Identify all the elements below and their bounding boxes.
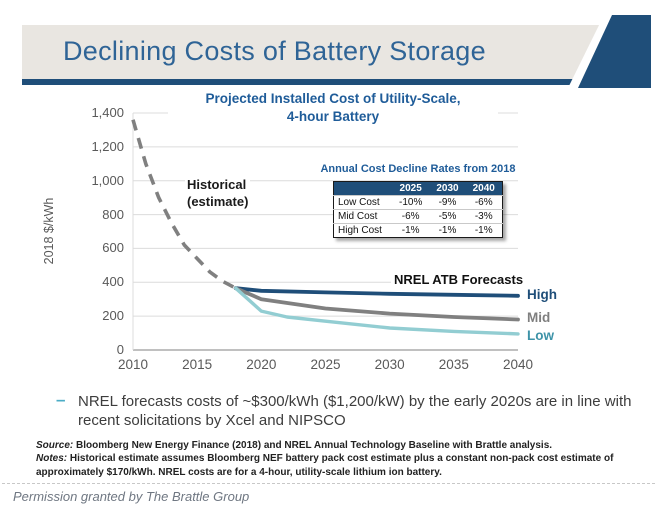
table-header-cell: [333, 181, 392, 196]
table-cell: -10%: [392, 195, 430, 210]
bullet-dash-icon: –: [56, 390, 66, 409]
table-row: Mid Cost -6% -5% -3%: [333, 209, 503, 224]
footnotes: Source: Bloomberg New Energy Finance (20…: [36, 439, 636, 479]
inset-table: 2025 2030 2040 Low Cost -10% -9% -6% Mid Cost -…: [333, 181, 503, 238]
bullet-text: NREL forecasts costs of ~$300/kWh ($1,20…: [78, 393, 632, 430]
table-cell: -3%: [465, 209, 503, 224]
table-cell: Low Cost: [333, 195, 392, 210]
series-label-mid: Mid: [527, 310, 551, 325]
y-tick-label: 1,400: [91, 105, 124, 120]
x-tick-label: 2035: [438, 357, 469, 372]
notes-note: Notes: Historical estimate assumes Bloom…: [36, 452, 636, 479]
y-tick-label: 200: [102, 308, 124, 324]
table-header-cell: 2025: [392, 181, 430, 196]
series-label-high: High: [527, 287, 557, 302]
header-underline: [22, 79, 582, 85]
x-tick-label: 2010: [117, 357, 149, 372]
x-tick-label: 2040: [502, 357, 534, 372]
inset-table-title: Annual Cost Decline Rates from 2018: [314, 163, 522, 175]
inset-table-body: Low Cost -10% -9% -6% Mid Cost -6% -5% -3% High …: [333, 195, 503, 238]
table-row: Low Cost -10% -9% -6%: [333, 195, 503, 210]
y-tick-label: 0: [116, 342, 124, 357]
series-line-historical-estimate-: [131, 119, 237, 290]
table-cell: -1%: [429, 223, 466, 238]
historical-annotation: Historical (estimate): [185, 177, 251, 211]
x-tick-label: 2030: [374, 357, 405, 372]
series-line-high: [233, 286, 520, 298]
series-line-mid: [233, 286, 520, 322]
chart-title: Projected Installed Cost of Utility-Scal…: [168, 90, 498, 127]
table-cell: Mid Cost: [333, 209, 392, 224]
x-tick-label: 2015: [182, 357, 213, 372]
table-header-row: 2025 2030 2040: [333, 181, 503, 196]
table-cell: -1%: [392, 223, 430, 238]
header-corner-parallelogram: [578, 15, 651, 88]
permission-caption: Permission granted by The Brattle Group: [13, 489, 250, 504]
chart-title-line2: 4-hour Battery: [286, 109, 380, 125]
table-cell: -6%: [392, 209, 430, 224]
series-label-low: Low: [527, 328, 554, 343]
source-text: Bloomberg New Energy Finance (2018) and …: [73, 440, 553, 451]
notes-text: Historical estimate assumes Bloomberg NE…: [36, 453, 614, 478]
table-cell: High Cost: [333, 223, 392, 238]
series-lines: [131, 119, 520, 336]
source-note: Source: Bloomberg New Energy Finance (20…: [36, 439, 636, 452]
y-tick-label: 1,200: [91, 138, 124, 154]
table-cell: -9%: [429, 195, 466, 210]
y-tick-label: 400: [102, 274, 124, 290]
forecast-annotation: NREL ATB Forecasts: [391, 272, 527, 287]
y-axis-title: 2018 $/kWh: [42, 197, 56, 265]
x-tick-label: 2025: [310, 357, 341, 372]
slide-border: [2, 2, 655, 484]
inset-table-head: 2025 2030 2040: [333, 181, 503, 196]
table-cell: -6%: [465, 195, 503, 210]
source-label: Source:: [36, 440, 74, 451]
notes-label: Notes:: [36, 453, 68, 465]
y-tick-label: 1,000: [91, 172, 124, 188]
y-tick-label: 600: [102, 240, 124, 256]
page-title: Declining Costs of Battery Storage: [63, 36, 486, 66]
table-cell: -5%: [429, 209, 466, 224]
y-tick-label: 800: [102, 206, 124, 222]
table-cell: -1%: [465, 223, 503, 238]
series-line-low: [233, 286, 520, 336]
table-row: High Cost -1% -1% -1%: [333, 223, 503, 238]
table-header-cell: 2030: [429, 181, 466, 196]
x-tick-label: 2020: [246, 357, 277, 372]
chart-title-line1: Projected Installed Cost of Utility-Scal…: [205, 91, 461, 106]
table-header-cell: 2040: [465, 181, 503, 196]
header-bar: [22, 25, 651, 79]
